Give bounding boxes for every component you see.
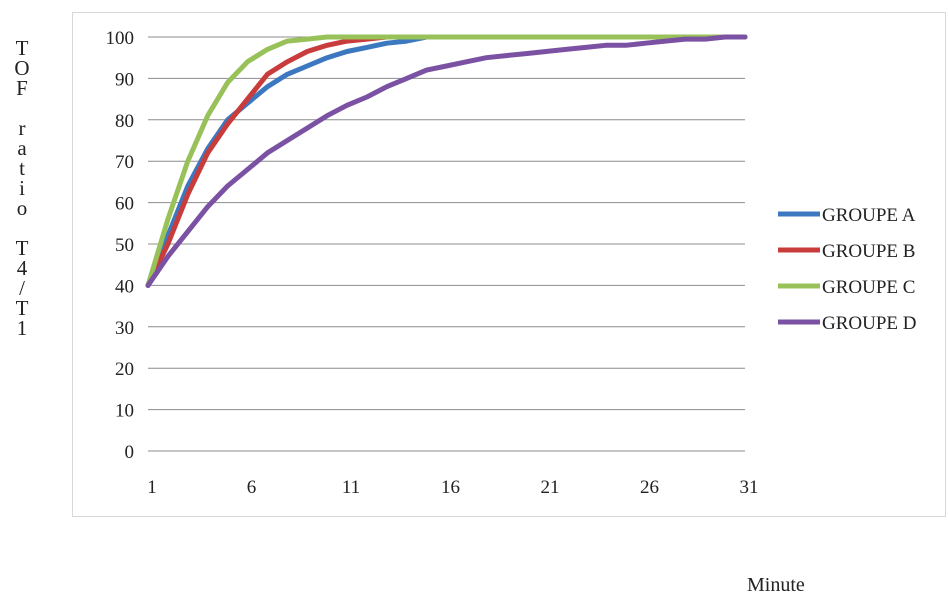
y-tick-label: 100 xyxy=(106,28,135,49)
y-axis-label: T O F r a t i o T 4 / T 1 xyxy=(14,36,30,340)
x-tick-label: 21 xyxy=(541,477,560,498)
y-tick-label: 40 xyxy=(115,276,134,297)
y-tick-label: 50 xyxy=(115,235,134,256)
x-tick-label: 16 xyxy=(441,477,460,498)
x-tick-label: 31 xyxy=(740,477,759,498)
chart-frame xyxy=(72,12,946,517)
y-tick-label: 80 xyxy=(115,111,134,132)
x-tick-labels: 1 6 11 16 21 26 31 xyxy=(147,477,758,498)
x-tick-label: 11 xyxy=(342,477,360,498)
x-tick-label: 1 xyxy=(147,477,157,498)
x-axis-label: Minute xyxy=(747,574,805,596)
y-tick-labels: 0 10 20 30 40 50 60 70 80 90 100 xyxy=(106,28,135,463)
series-line-groupe-d xyxy=(145,34,748,288)
legend-label: GROUPE C xyxy=(822,277,915,298)
y-tick-label: 60 xyxy=(115,194,134,215)
y-tick-label: 0 xyxy=(125,442,135,463)
y-tick-label: 10 xyxy=(115,401,134,422)
y-tick-label: 90 xyxy=(115,69,134,90)
legend-label: GROUPE D xyxy=(822,313,916,334)
legend-label: GROUPE B xyxy=(822,241,915,262)
series-layer xyxy=(145,34,748,288)
legend: GROUPE A GROUPE B GROUPE C GROUPE D xyxy=(778,205,916,334)
x-tick-label: 26 xyxy=(640,477,659,498)
y-tick-label: 20 xyxy=(115,359,134,380)
y-tick-label: 70 xyxy=(115,152,134,173)
gridlines xyxy=(148,36,745,452)
series-line-groupe-c xyxy=(145,34,748,288)
x-tick-label: 6 xyxy=(247,477,257,498)
legend-label: GROUPE A xyxy=(822,205,916,226)
y-tick-label: 30 xyxy=(115,318,134,339)
